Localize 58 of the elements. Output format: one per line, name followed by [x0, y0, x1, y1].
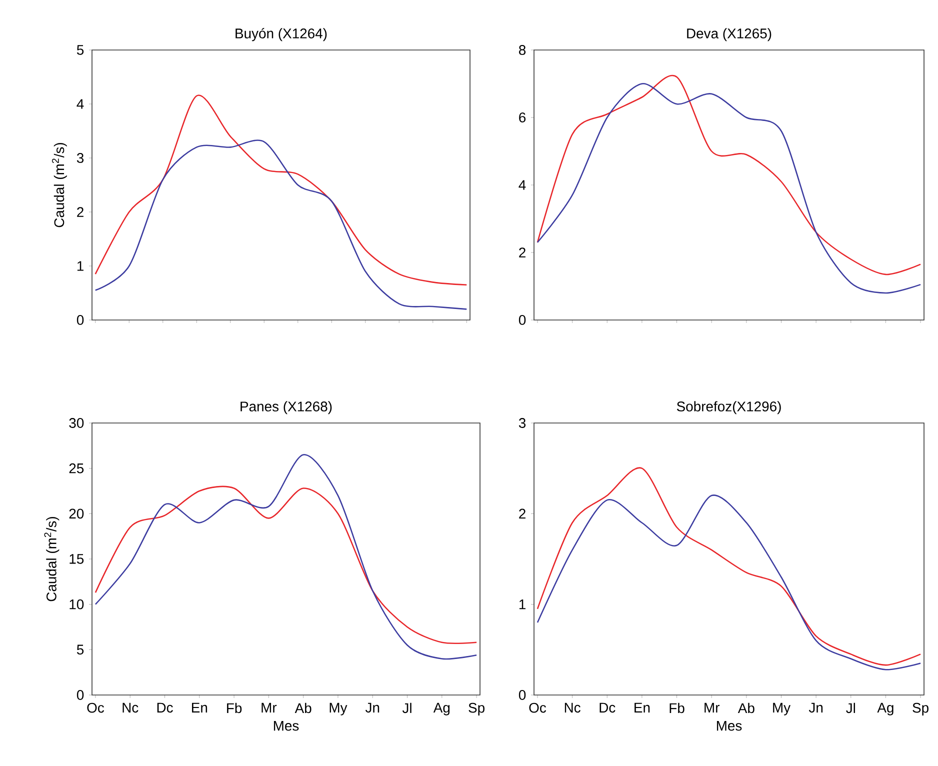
x-tick-label: En	[634, 702, 650, 712]
y-tick-label: 3	[76, 153, 84, 163]
x-tick-label: Dc	[157, 702, 173, 713]
x-tick-label: Ag	[433, 702, 450, 716]
x-tick-label: My	[330, 702, 348, 716]
x-tick-label: Nc	[122, 702, 138, 713]
chart-title: Buyón (X1264)	[236, 28, 327, 42]
y-tick-label: 2	[77, 207, 84, 217]
x-tick-label: Ab	[738, 702, 754, 714]
x-tick-label: Dc	[600, 702, 616, 713]
y-tick-label: 30	[69, 418, 84, 428]
y-tick-label: 3	[518, 418, 526, 428]
y-tick-label: 2	[519, 508, 526, 519]
y-tick-label: 0	[518, 315, 526, 325]
y-tick-label: 0	[76, 690, 84, 700]
line-series	[536, 494, 922, 670]
x-tick-label: Nc	[564, 702, 580, 713]
x-tick-label: Jl	[846, 702, 855, 714]
y-tick-label: 25	[69, 463, 84, 474]
y-axis-title: Caudal (m$^{2}$/s)	[52, 142, 67, 228]
x-tick-label: Fb	[670, 702, 684, 714]
y-tick-label: 4	[518, 180, 526, 190]
x-tick-label: Ag	[877, 702, 894, 716]
y-axis-title: Caudal (m$^{2}$/s)	[44, 516, 60, 602]
y-tick-label: 0	[518, 690, 526, 700]
x-tick-label: Oc	[529, 702, 546, 713]
line-series	[94, 94, 468, 286]
chart-title: Panes (X1268)	[240, 401, 332, 414]
x-axis-title: Mes	[716, 720, 742, 731]
x-tick-label: En	[192, 702, 208, 712]
y-tick-label: 6	[519, 112, 526, 122]
y-tick-label: 20	[69, 508, 84, 519]
y-tick-label: 15	[70, 554, 84, 564]
chart-title: Sobrefoz(X1296)	[676, 401, 781, 414]
x-tick-label: Sp	[468, 702, 484, 716]
y-tick-label: 1	[519, 600, 526, 610]
x-tick-label: Jl	[402, 702, 412, 714]
line-series	[536, 468, 922, 666]
y-tick-label: 2	[519, 248, 526, 258]
x-tick-label: Ab	[294, 702, 312, 714]
x-tick-label: Mr	[704, 702, 720, 712]
x-tick-label: Jn	[808, 702, 823, 713]
x-tick-label: Oc	[87, 702, 104, 713]
chart-title: Deva (X1265)	[687, 28, 772, 42]
y-tick-label: 1	[77, 261, 84, 271]
y-tick-label: 0	[76, 315, 84, 325]
x-tick-label: Fb	[227, 702, 242, 714]
y-tick-label: 5	[76, 644, 84, 655]
x-axis-title: Mes	[274, 720, 299, 731]
x-tick-label: Sp	[912, 702, 928, 716]
y-tick-label: 10	[70, 599, 84, 610]
x-tick-label: Mr	[262, 702, 277, 712]
y-tick-label: 5	[76, 45, 84, 55]
y-tick-label: 4	[76, 99, 84, 109]
y-tick-label: 8	[519, 45, 526, 55]
line-series	[94, 454, 478, 660]
x-tick-label: My	[773, 702, 791, 716]
x-tick-label: Jn	[365, 702, 380, 713]
